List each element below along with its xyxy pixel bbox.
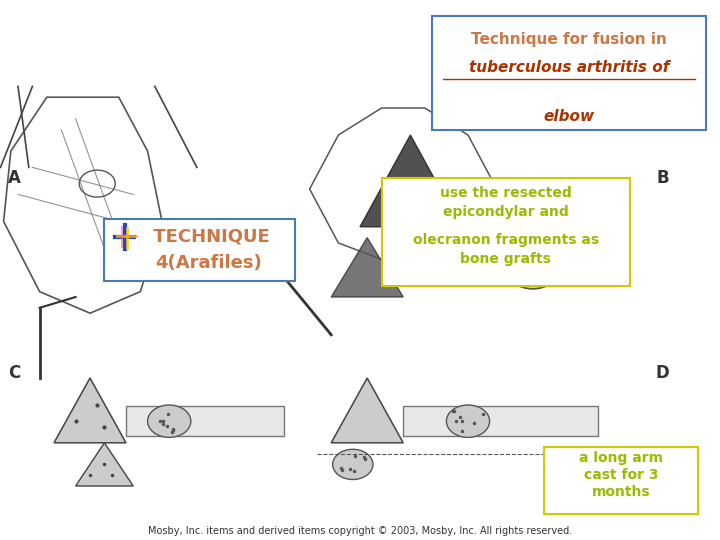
Text: elbow: elbow	[543, 109, 595, 124]
Text: C: C	[8, 363, 21, 382]
Text: months: months	[592, 485, 650, 499]
Polygon shape	[331, 238, 403, 297]
Circle shape	[333, 449, 373, 480]
Text: B: B	[656, 169, 669, 187]
Text: TECHNIQUE: TECHNIQUE	[147, 227, 270, 245]
Polygon shape	[76, 443, 133, 486]
Text: bone grafts: bone grafts	[460, 252, 552, 266]
Text: epicondylar and: epicondylar and	[443, 205, 569, 219]
Circle shape	[446, 405, 490, 437]
FancyBboxPatch shape	[104, 219, 295, 281]
FancyBboxPatch shape	[382, 178, 630, 286]
FancyArrow shape	[403, 254, 619, 286]
Text: use the resected: use the resected	[440, 186, 572, 200]
Polygon shape	[360, 135, 461, 227]
Text: D: D	[655, 363, 670, 382]
FancyBboxPatch shape	[432, 16, 706, 130]
Text: cast for 3: cast for 3	[584, 468, 658, 482]
Text: a long arm: a long arm	[579, 451, 663, 465]
FancyBboxPatch shape	[544, 447, 698, 514]
Polygon shape	[54, 378, 126, 443]
Polygon shape	[331, 378, 403, 443]
Text: A: A	[8, 169, 21, 187]
Circle shape	[508, 251, 558, 289]
Text: Mosby, Inc. items and derived items copyright © 2003, Mosby, Inc. All rights res: Mosby, Inc. items and derived items copy…	[148, 525, 572, 536]
Text: 4(Arafiles): 4(Arafiles)	[155, 254, 262, 272]
Text: Technique for fusion in: Technique for fusion in	[471, 32, 667, 48]
Text: olecranon fragments as: olecranon fragments as	[413, 233, 599, 247]
FancyArrow shape	[126, 406, 284, 436]
Circle shape	[148, 405, 191, 437]
FancyArrow shape	[403, 406, 598, 436]
Text: tuberculous arthritis of: tuberculous arthritis of	[469, 60, 669, 75]
